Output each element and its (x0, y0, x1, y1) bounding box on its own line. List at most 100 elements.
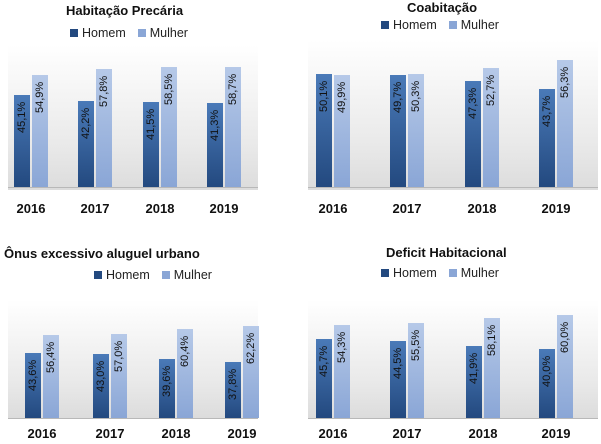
x-tick-label: 2019 (227, 426, 257, 441)
data-label: 56,3% (559, 67, 571, 99)
data-label: 55,5% (410, 329, 422, 361)
x-tick-label: 2018 (467, 201, 497, 216)
bar-homem-2016 (316, 74, 332, 187)
x-tick-label: 2018 (145, 201, 175, 216)
bar-homem-2016 (14, 94, 30, 187)
data-label: 52,7% (485, 75, 497, 107)
bar-mulher-2016 (32, 74, 48, 187)
legend-swatch (381, 21, 389, 29)
legend: Homem Mulher (94, 268, 224, 282)
x-tick-label: 2018 (161, 426, 191, 441)
legend-entry-homem: Homem (70, 26, 126, 40)
legend-label: Homem (393, 18, 437, 32)
chart-title: Habitação Precária (66, 3, 184, 18)
data-label: 54,3% (336, 331, 348, 363)
data-label: 45,7% (318, 346, 330, 378)
data-label: 42,2% (80, 107, 92, 139)
x-tick-label: 2018 (468, 426, 498, 441)
x-tick-label: 2016 (318, 426, 348, 441)
bar-mulher-2016 (334, 324, 350, 418)
bar-homem-2019 (207, 102, 223, 187)
chart-title: Coabitação (407, 0, 478, 15)
data-label: 49,7% (392, 81, 404, 114)
data-label: 41,9% (468, 352, 480, 384)
data-label: 50,1% (318, 81, 330, 113)
legend-entry-mulher: Mulher (448, 266, 499, 280)
data-label: 57,0% (113, 340, 125, 372)
bar-mulher-2019 (557, 60, 573, 187)
data-label: 54,9% (34, 81, 46, 113)
legend-entry-mulher: Mulher (448, 18, 499, 32)
bar-mulher-2019 (243, 325, 259, 418)
legend-swatch (448, 21, 457, 29)
data-label: 45,1% (16, 101, 28, 133)
data-label: 62,2% (245, 332, 257, 364)
legend-label: Mulher (149, 26, 188, 40)
data-label: 40,0% (541, 355, 553, 388)
x-axis-line (8, 418, 258, 419)
bar-homem-2019 (539, 349, 555, 418)
bar-mulher-2017 (111, 333, 127, 418)
data-label: 44,5% (392, 348, 404, 380)
x-tick-label: 2017 (95, 426, 125, 441)
chart-title: Deficit Habitacional (386, 245, 507, 260)
data-label: 56,4% (45, 341, 57, 373)
data-label: 50,3% (410, 80, 422, 112)
data-label: 37,8% (227, 368, 239, 401)
x-axis-line (8, 187, 258, 188)
legend-swatch (137, 29, 146, 37)
x-tick-label: 2016 (16, 201, 46, 216)
data-label: 60,0% (559, 321, 571, 353)
bar-mulher-2019 (557, 314, 573, 418)
chart-title: Ônus excessivo aluguel urbano (4, 246, 200, 261)
x-tick-label: 2016 (27, 426, 57, 441)
data-label: 47,3% (467, 87, 479, 119)
bar-homem-2017 (93, 354, 109, 418)
legend-label: Mulher (460, 266, 499, 280)
data-label: 43,6% (27, 360, 39, 392)
bar-mulher-2018 (177, 328, 193, 418)
bar-mulher-2016 (43, 334, 59, 418)
x-tick-label: 2019 (541, 426, 571, 441)
bar-mulher-2018 (484, 318, 500, 418)
bar-mulher-2019 (225, 66, 241, 187)
bar-homem-2018 (143, 102, 159, 187)
data-label: 57,8% (98, 75, 110, 107)
legend-entry-mulher: Mulher (137, 26, 188, 40)
data-label: 43,7% (541, 95, 553, 127)
x-tick-label: 2017 (392, 426, 422, 441)
bar-homem-2017 (390, 75, 406, 187)
data-label: 49,9% (336, 81, 348, 113)
legend-entry-homem: Homem (94, 268, 150, 282)
bar-homem-2017 (78, 100, 94, 187)
data-label: 41,3% (209, 109, 221, 141)
data-label: 58,5% (163, 74, 175, 106)
bar-mulher-2017 (408, 322, 424, 418)
x-tick-label: 2019 (209, 201, 239, 216)
data-label: 43,0% (95, 361, 107, 393)
legend-label: Mulher (173, 268, 212, 282)
legend-label: Homem (82, 26, 126, 40)
bar-homem-2018 (465, 80, 481, 187)
x-tick-label: 2016 (318, 201, 348, 216)
data-label: 60,4% (179, 335, 191, 367)
legend-label: Homem (106, 268, 150, 282)
data-label: 58,7% (227, 73, 239, 105)
bar-homem-2019 (539, 88, 555, 187)
legend-swatch (161, 271, 170, 279)
data-label: 39,6% (161, 366, 173, 398)
legend: Homem Mulher (70, 26, 200, 40)
bar-mulher-2016 (334, 74, 350, 187)
x-tick-label: 2017 (80, 201, 110, 216)
bar-homem-2017 (390, 341, 406, 418)
bar-mulher-2018 (161, 67, 177, 187)
x-axis-line (308, 418, 598, 419)
legend: Homem Mulher (381, 266, 511, 280)
legend: Homem Mulher (381, 18, 511, 32)
legend-label: Homem (393, 266, 437, 280)
data-label: 41,5% (145, 108, 157, 141)
legend-swatch (448, 269, 457, 277)
bar-homem-2019 (225, 362, 241, 418)
data-label: 58,1% (486, 324, 498, 357)
